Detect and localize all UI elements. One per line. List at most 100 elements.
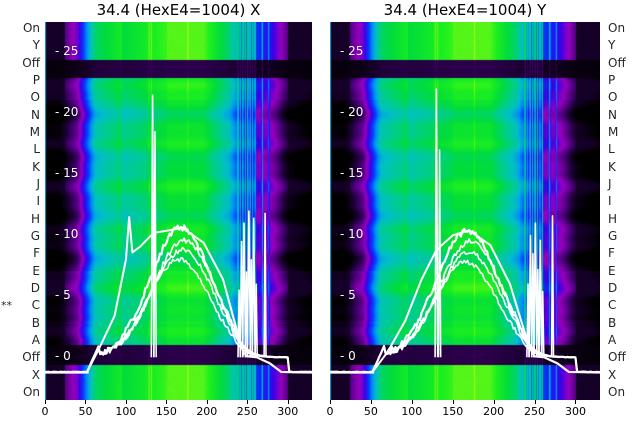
trace-line-4 bbox=[330, 259, 600, 373]
category-label-right-20: X bbox=[608, 367, 617, 382]
category-label-left-12: G bbox=[30, 229, 40, 243]
heatmap-canvas-y bbox=[330, 22, 600, 400]
x-tick bbox=[370, 400, 372, 404]
category-label-right-0: On bbox=[608, 21, 626, 35]
x-tick bbox=[85, 400, 87, 404]
category-label-left-20: X bbox=[31, 367, 40, 382]
category-label-right-3: P bbox=[608, 73, 616, 87]
x-tick-label: 0 bbox=[326, 405, 334, 418]
trace-line-3 bbox=[45, 246, 312, 373]
category-axis-right: On Y Off P O N M L K J I H G F E D C B A Off X On bbox=[604, 22, 640, 400]
trace-line-1 bbox=[330, 227, 600, 374]
category-label-left-7: L bbox=[33, 142, 40, 157]
heatmap-canvas-x bbox=[45, 22, 312, 400]
y-inner-label-0-1: - 20 bbox=[55, 105, 79, 120]
heatmap-panel-x[interactable]: - 25 - 20 - 15 - 10 - 5 - 0 bbox=[45, 22, 312, 400]
trace-shoulder bbox=[86, 216, 245, 373]
x-tick-label: 0 bbox=[41, 405, 49, 418]
category-label-left-0: On bbox=[22, 21, 40, 35]
y-inner-label-1-2: - 15 bbox=[340, 166, 364, 181]
category-label-right-1: Y bbox=[608, 38, 616, 53]
x-tick bbox=[575, 400, 577, 404]
category-label-left-13: F bbox=[33, 246, 40, 261]
category-label-right-15: D bbox=[608, 281, 618, 295]
category-label-right-17: B bbox=[608, 315, 617, 330]
trace-spike-cluster-1 bbox=[528, 234, 533, 358]
category-label-left-6: M bbox=[29, 125, 40, 139]
x-tick bbox=[287, 400, 289, 404]
trace-spike-cluster-8 bbox=[263, 212, 267, 358]
category-label-right-10: I bbox=[608, 194, 612, 209]
trace-line-3 bbox=[330, 250, 600, 373]
category-label-right-9: J bbox=[608, 177, 612, 191]
trace-spike-cluster-6 bbox=[540, 290, 545, 358]
y-inner-label-1-4: - 5 bbox=[340, 288, 356, 303]
category-label-left-11: H bbox=[30, 211, 40, 226]
x-tick bbox=[493, 400, 495, 404]
trace-spike-cluster-3 bbox=[533, 222, 538, 358]
y-inner-label-1-0: - 25 bbox=[340, 44, 364, 59]
category-label-right-13: F bbox=[608, 246, 615, 261]
x-tick bbox=[45, 400, 46, 404]
trace-baseline-right bbox=[245, 355, 312, 374]
trace-line-4 bbox=[45, 257, 312, 373]
x-tick-label: 300 bbox=[564, 405, 586, 418]
category-label-right-21: On bbox=[608, 385, 626, 399]
category-label-left-19: Off bbox=[22, 350, 40, 365]
category-label-right-6: M bbox=[608, 125, 619, 139]
y-inner-label-1-3: - 10 bbox=[340, 227, 364, 242]
category-label-left-14: E bbox=[32, 263, 40, 278]
x-tick-label: 150 bbox=[155, 405, 177, 418]
trace-shoulder bbox=[371, 229, 534, 373]
trace-overlay-y bbox=[330, 88, 600, 374]
trace-line-2 bbox=[330, 238, 600, 374]
x-tick-label: 200 bbox=[483, 405, 505, 418]
x-tick-label: 300 bbox=[277, 405, 299, 418]
x-tick bbox=[206, 400, 208, 404]
x-tick-label: 250 bbox=[524, 405, 546, 418]
trace-spike-cluster-7 bbox=[254, 283, 258, 358]
category-label-left-16: C bbox=[31, 298, 40, 313]
category-label-left-5: N bbox=[31, 107, 40, 122]
x-tick bbox=[166, 400, 168, 404]
category-label-left-9: J bbox=[36, 177, 40, 191]
category-label-left-18: A bbox=[31, 333, 40, 347]
x-axis-panel-y: 0 50 100 150 200 250 300 bbox=[326, 400, 600, 434]
category-label-right-4: O bbox=[608, 90, 618, 105]
x-tick-label: 150 bbox=[442, 405, 464, 418]
trace-overlay-x bbox=[45, 94, 312, 374]
trace-line-1 bbox=[45, 224, 312, 374]
trace-spike-cluster-2 bbox=[241, 222, 247, 358]
x-tick bbox=[125, 400, 127, 404]
panel-x-title: 34.4 (HexE4=1004) X bbox=[96, 1, 261, 19]
trace-spike-narrow-2 bbox=[153, 130, 157, 358]
category-label-left-15: D bbox=[30, 281, 40, 295]
category-label-right-2: Off bbox=[608, 55, 626, 70]
trace-spike-cluster-6 bbox=[251, 217, 256, 358]
trace-spike-narrow-2 bbox=[437, 149, 442, 358]
category-label-right-11: H bbox=[608, 211, 618, 226]
trace-spike-cluster-5 bbox=[538, 239, 543, 358]
x-tick bbox=[452, 400, 454, 404]
category-label-right-19: Off bbox=[608, 350, 626, 365]
category-label-left-21: On bbox=[22, 385, 40, 399]
category-label-right-18: A bbox=[608, 333, 617, 347]
trace-baseline-right bbox=[532, 355, 600, 374]
category-label-right-14: E bbox=[608, 263, 616, 278]
panel-y-title: 34.4 (HexE4=1004) Y bbox=[383, 1, 547, 19]
category-label-right-12: G bbox=[608, 229, 618, 243]
category-label-left-2: Off bbox=[22, 55, 40, 70]
category-label-left-3: P bbox=[32, 73, 40, 87]
x-tick bbox=[534, 400, 536, 404]
heatmap-panel-y[interactable]: - 25 - 20 - 15 - 10 - 5 - 0 bbox=[330, 22, 600, 400]
category-label-left-10: I bbox=[36, 194, 40, 209]
x-tick-label: 100 bbox=[401, 405, 423, 418]
category-marker-asterisk: ** bbox=[1, 299, 12, 313]
category-label-left-4: O bbox=[30, 90, 40, 105]
x-tick bbox=[247, 400, 249, 404]
x-tick-label: 50 bbox=[363, 405, 378, 418]
category-label-right-16: C bbox=[608, 298, 617, 313]
category-label-left-8: K bbox=[32, 159, 40, 174]
category-axis-left: On Y Off P O N M L K J I H G F E D C ** B A Off X On bbox=[0, 22, 42, 400]
x-tick-label: 250 bbox=[236, 405, 258, 418]
